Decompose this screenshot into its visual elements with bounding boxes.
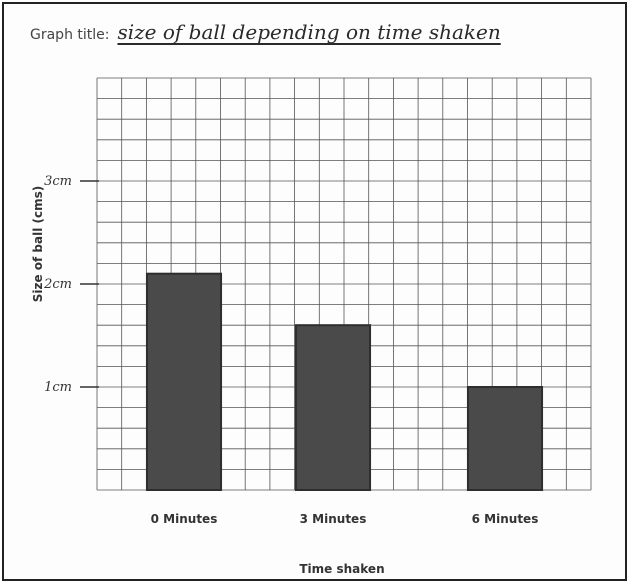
x-axis-label: Time shaken <box>299 562 385 576</box>
x-tick-label: 3 Minutes <box>300 512 367 526</box>
title-row: Graph title: size of ball depending on t… <box>30 20 501 44</box>
x-tick-label: 0 Minutes <box>151 512 218 526</box>
y-tick-label: 3cm <box>44 174 72 189</box>
chart-title: size of ball depending on time shaken <box>117 20 501 44</box>
bar <box>294 324 372 492</box>
bar <box>145 272 223 492</box>
x-tick-label: 6 Minutes <box>472 512 539 526</box>
bar <box>466 386 544 491</box>
y-tick-label: 2cm <box>43 277 72 292</box>
y-tick-label: 1cm <box>44 380 72 395</box>
title-prefix: Graph title: <box>30 27 110 43</box>
